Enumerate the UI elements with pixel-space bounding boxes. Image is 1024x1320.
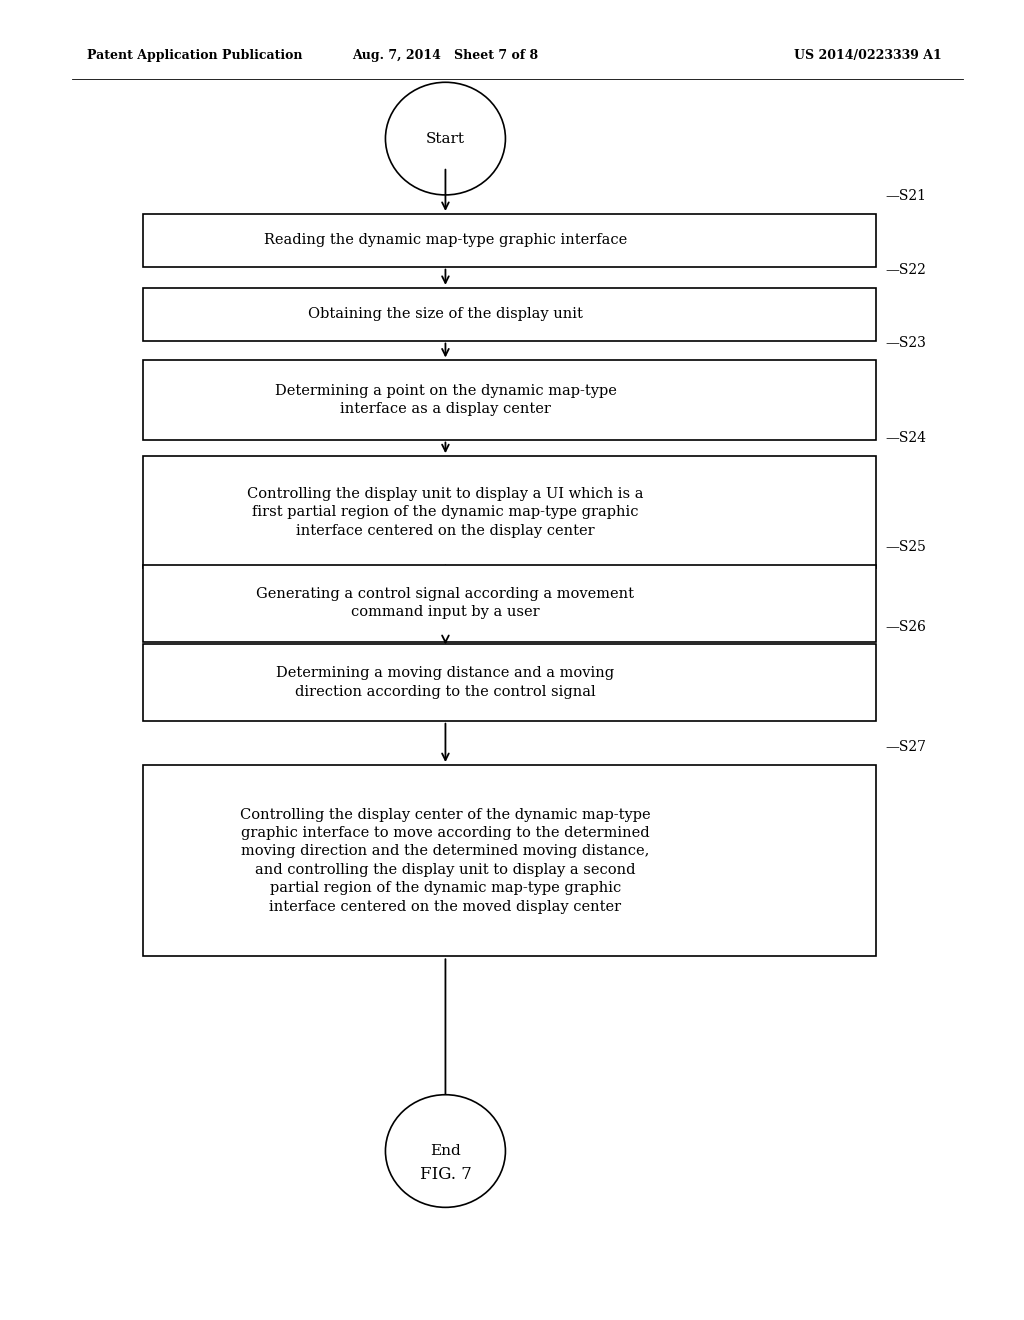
Ellipse shape — [385, 1094, 506, 1208]
Text: Start: Start — [426, 132, 465, 145]
Text: Obtaining the size of the display unit: Obtaining the size of the display unit — [308, 308, 583, 321]
Ellipse shape — [385, 82, 506, 195]
Text: Reading the dynamic map-type graphic interface: Reading the dynamic map-type graphic int… — [264, 234, 627, 247]
Text: Determining a point on the dynamic map-type
interface as a display center: Determining a point on the dynamic map-t… — [274, 384, 616, 416]
FancyBboxPatch shape — [143, 214, 876, 267]
Text: Aug. 7, 2014   Sheet 7 of 8: Aug. 7, 2014 Sheet 7 of 8 — [352, 49, 539, 62]
FancyBboxPatch shape — [143, 766, 876, 956]
Text: FIG. 7: FIG. 7 — [420, 1167, 471, 1183]
FancyBboxPatch shape — [143, 457, 876, 568]
Text: —S22: —S22 — [886, 263, 927, 277]
FancyBboxPatch shape — [143, 565, 876, 642]
Text: US 2014/0223339 A1: US 2014/0223339 A1 — [795, 49, 942, 62]
Text: —S24: —S24 — [886, 432, 927, 446]
Text: —S21: —S21 — [886, 189, 927, 203]
Text: End: End — [430, 1144, 461, 1158]
FancyBboxPatch shape — [143, 644, 876, 721]
FancyBboxPatch shape — [143, 288, 876, 341]
Text: Patent Application Publication: Patent Application Publication — [87, 49, 302, 62]
Text: Determining a moving distance and a moving
direction according to the control si: Determining a moving distance and a movi… — [276, 667, 614, 698]
Text: —S27: —S27 — [886, 741, 927, 755]
Text: —S26: —S26 — [886, 619, 927, 634]
Text: —S25: —S25 — [886, 540, 927, 554]
FancyBboxPatch shape — [143, 360, 876, 440]
Text: —S23: —S23 — [886, 335, 927, 350]
Text: Generating a control signal according a movement
command input by a user: Generating a control signal according a … — [256, 587, 635, 619]
Text: Controlling the display unit to display a UI which is a
first partial region of : Controlling the display unit to display … — [247, 487, 644, 537]
Text: Controlling the display center of the dynamic map-type
graphic interface to move: Controlling the display center of the dy… — [240, 808, 651, 913]
